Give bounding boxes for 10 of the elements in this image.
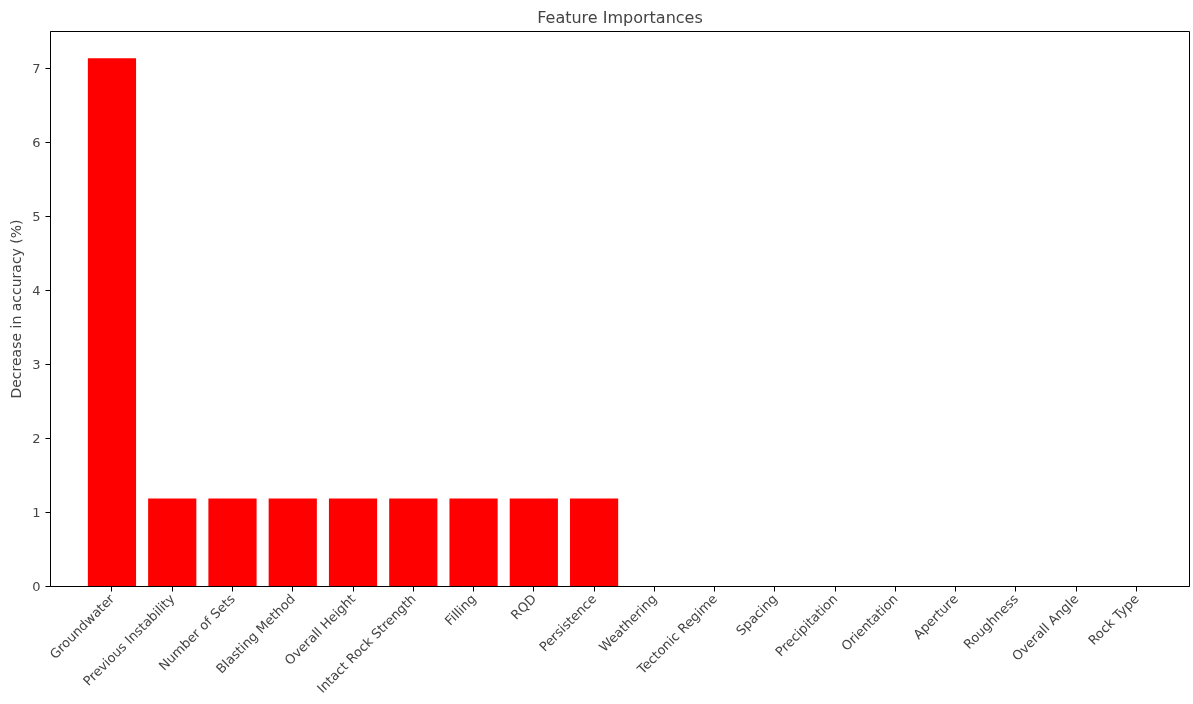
y-tick-label: 6 bbox=[32, 135, 41, 150]
chart-title: Feature Importances bbox=[537, 7, 703, 27]
y-tick-label: 4 bbox=[32, 283, 41, 298]
y-tick-label: 1 bbox=[32, 505, 41, 520]
y-tick-label: 3 bbox=[32, 357, 41, 372]
y-axis-title: Decrease in accuracy (%) bbox=[8, 219, 25, 399]
y-tick-label: 5 bbox=[32, 209, 41, 224]
y-tick-label: 0 bbox=[32, 579, 41, 594]
y-tick-label: 7 bbox=[32, 61, 41, 76]
y-tick-label: 2 bbox=[32, 431, 41, 446]
